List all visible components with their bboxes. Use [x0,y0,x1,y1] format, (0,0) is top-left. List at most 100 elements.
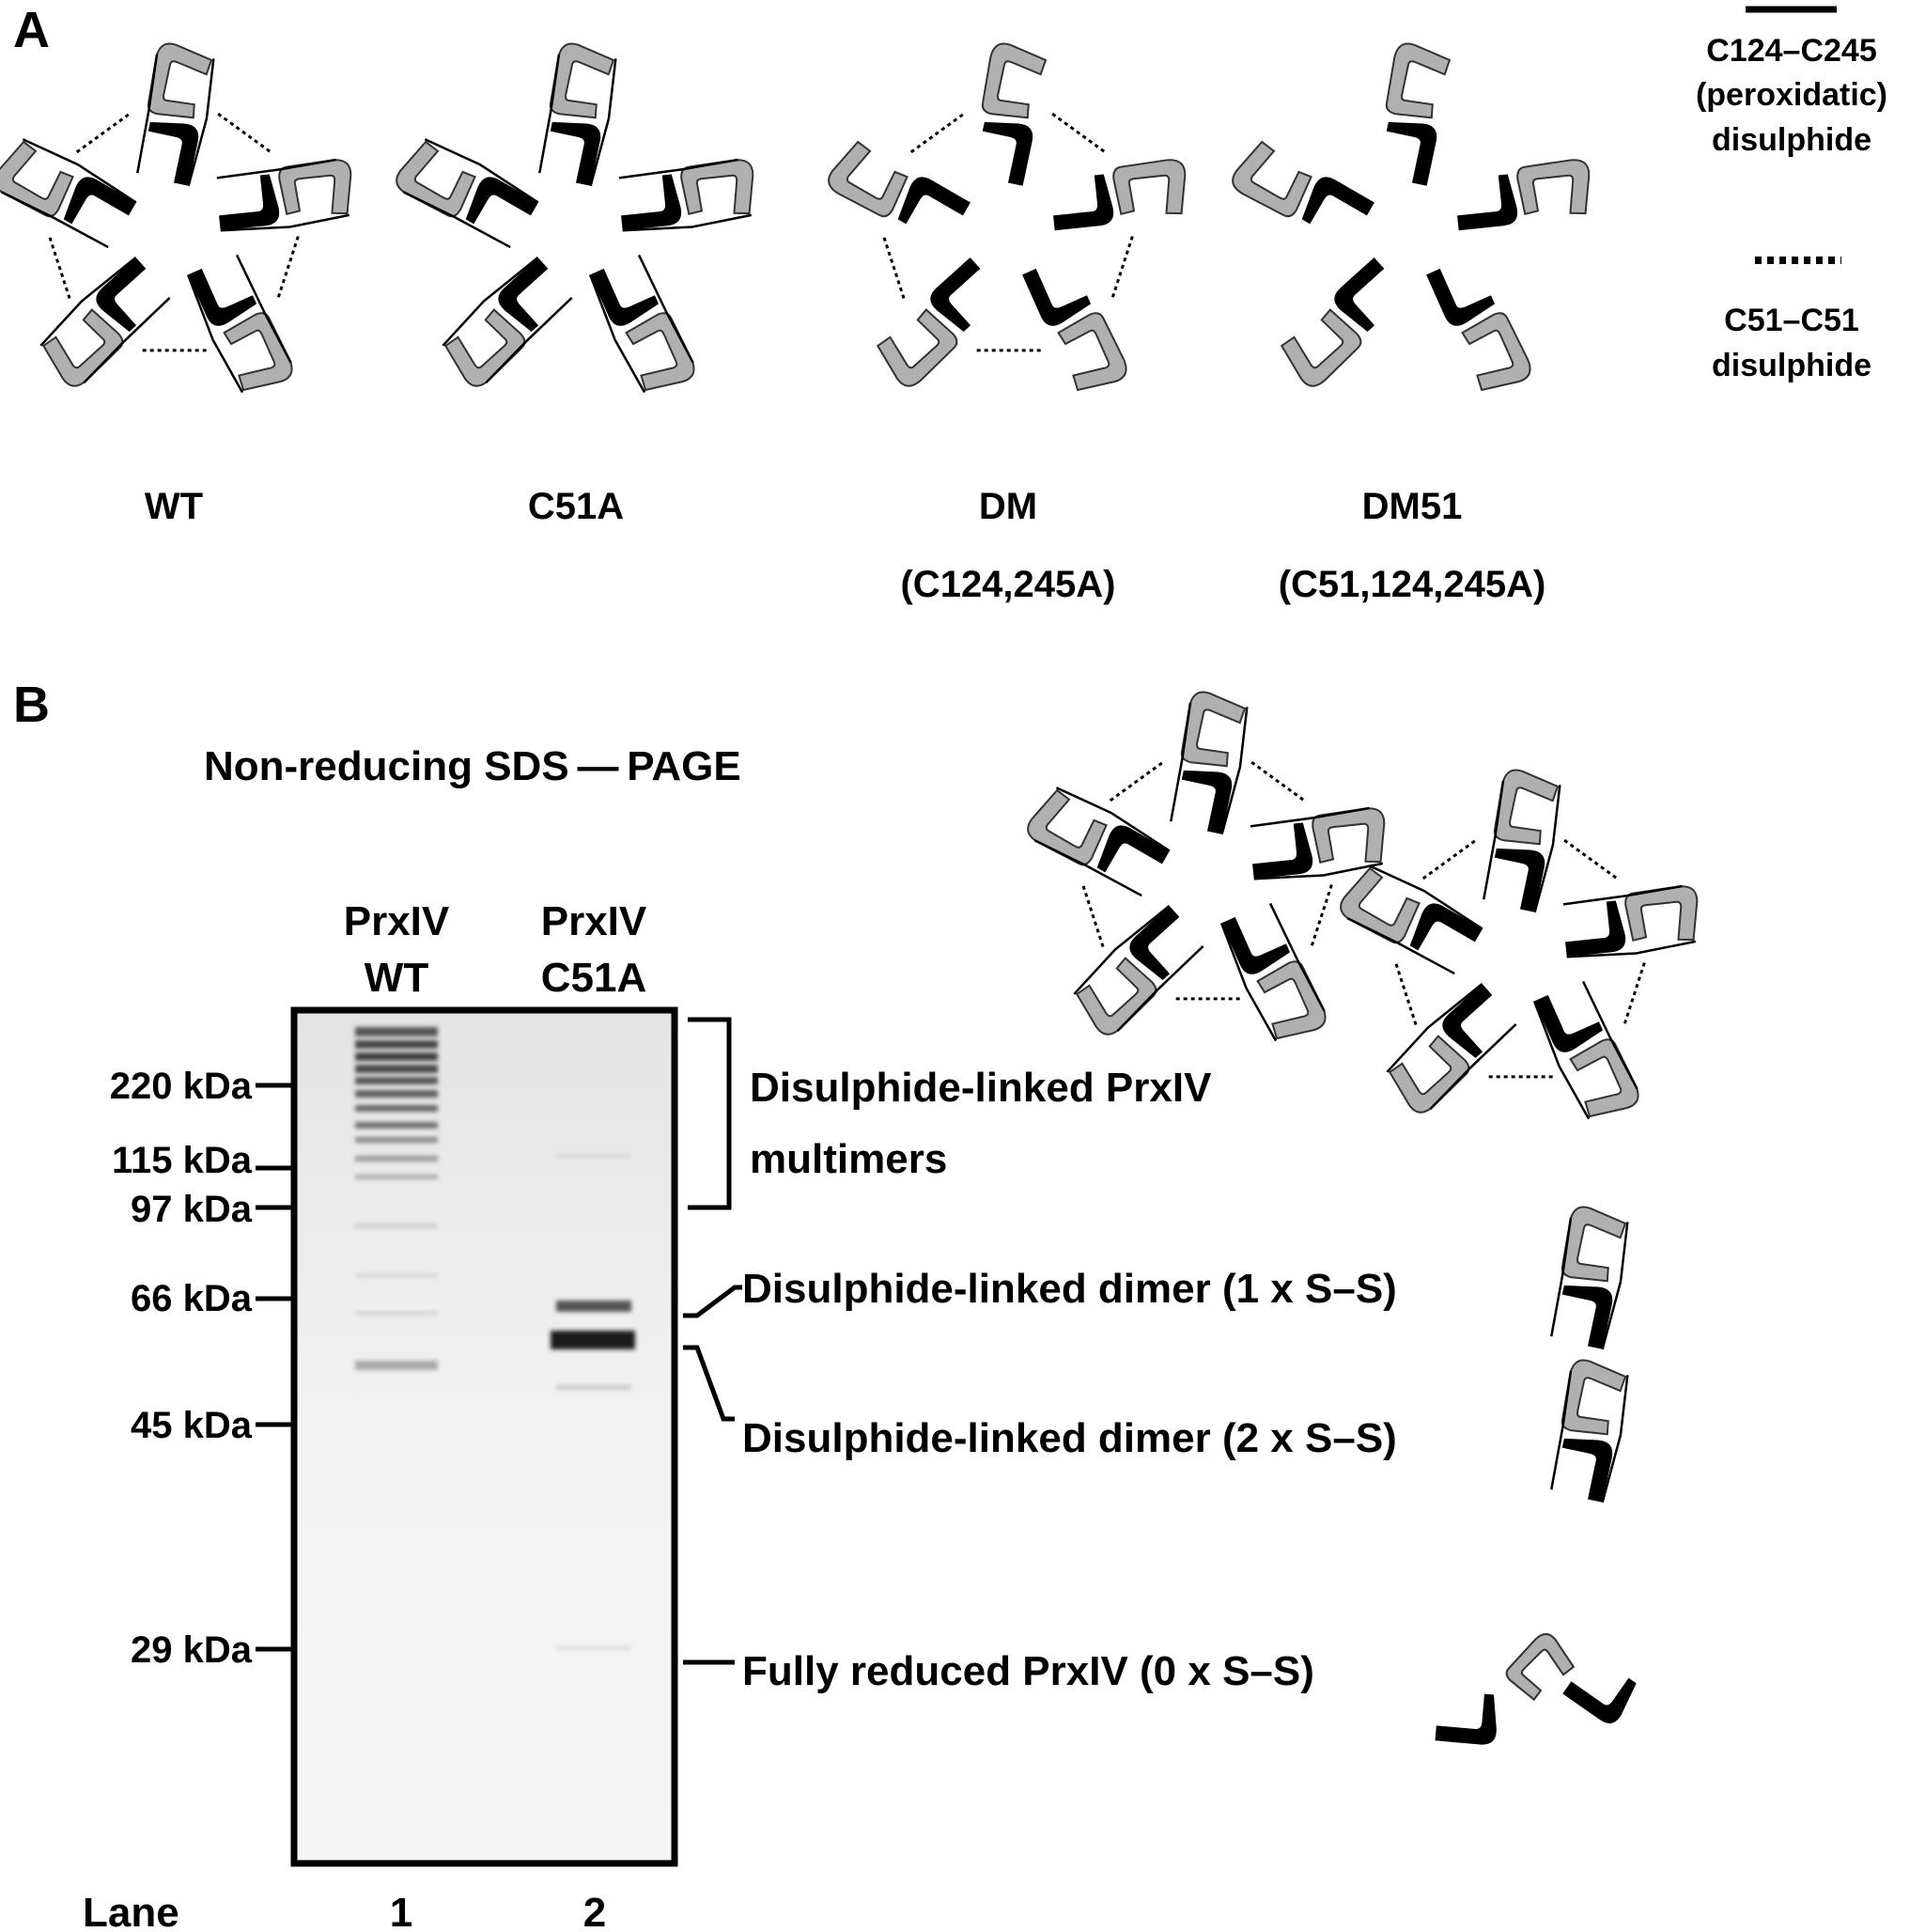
peroxidatic-disulphide [402,191,511,249]
c51-disulphide [909,112,965,154]
c51-disulphide [1394,962,1418,1025]
peroxidatic-disulphide [39,257,137,347]
dimer-unit [1219,902,1327,1042]
decamer-ring [1232,42,1591,392]
c51-disulphide [1623,962,1646,1025]
peroxidatic-disulphide [22,138,137,204]
lane-number-1: 1 [390,1890,412,1932]
panel-b-label: B [13,677,50,733]
band-lane1 [355,1090,438,1098]
peroxidatic-disulphide [1253,862,1384,880]
variant-name-c51a: C51A [528,486,624,527]
peroxidatic-disulphide [1220,707,1249,835]
peroxidatic-disulphide [1562,884,1683,906]
c51-disulphide [276,236,300,299]
black-subunit [1181,770,1233,834]
c51-disulphide [1081,884,1105,947]
band-lane2 [556,1154,631,1158]
grey-subunit [147,42,213,119]
peroxidatic-disulphide [1250,806,1370,828]
band-lane1 [355,1077,438,1084]
multimers-label-1: Disulphide-linked PrxIV [750,1065,1212,1111]
dimer1-label: Disulphide-linked dimer (1 x S–S) [742,1266,1397,1312]
black-subunit [1386,121,1437,186]
grey-subunit [1505,1632,1576,1702]
black-subunit [1334,257,1385,332]
peroxidatic-disulphide [1219,922,1278,1042]
grey-subunit [680,159,754,216]
dimer-unit [396,138,539,249]
band-lane1 [355,1065,438,1073]
grey-subunit [1561,1206,1627,1283]
lane-2-header-1: PrxIV [541,898,647,944]
band-lane1 [355,1137,438,1143]
black-subunit [96,257,147,332]
gel-background [294,1010,675,1863]
marker-29: 29 kDa [131,1629,253,1671]
black-subunit [1426,268,1496,326]
black-subunit [148,121,199,186]
black-subunit [1096,825,1170,873]
band-lane1 [355,1273,438,1278]
grey-subunit [1388,1035,1470,1114]
dimer-unit [1250,806,1386,880]
grey-subunit [1256,960,1327,1040]
marker-45: 45 kDa [131,1405,253,1446]
lane-number-2: 2 [583,1890,606,1932]
grey-subunit [1561,1359,1627,1436]
gel-title: Non-reducing SDS — PAGE [204,743,741,789]
grey-subunit [1385,42,1452,119]
black-subunit [930,257,981,332]
grey-subunit [981,42,1048,119]
peroxidatic-disulphide [1073,905,1171,995]
dimer-unit [1053,159,1187,231]
band-lane1 [355,1175,438,1179]
peroxidatic-disulphide [485,297,573,383]
c51-disulphide [1109,760,1164,802]
dimer2-connector [683,1345,735,1422]
grey-subunit [1569,1038,1639,1118]
grey-subunit [1112,159,1187,216]
black-subunit [550,121,601,186]
black-subunit [1053,174,1114,231]
grey-subunit [278,159,352,216]
peroxidatic-disulphide [1566,940,1697,958]
band-lane2 [556,1385,631,1390]
lane-2-header-2: C51A [541,955,647,1001]
peroxidatic-disulphide [1581,980,1638,1090]
black-subunit [1129,906,1180,980]
reduced-label: Fully reduced PrxIV (0 x S–S) [742,1648,1314,1694]
peroxidatic-disulphide [442,257,539,347]
marker-115: 115 kDa [112,1140,253,1181]
grey-subunit [0,140,74,218]
peroxidatic-disulphide [1601,1222,1629,1350]
peroxidatic-disulphide [588,273,646,394]
band-lane1 [355,1040,438,1049]
black-subunit [1561,1438,1613,1503]
band-lane1 [355,1052,438,1061]
peroxidatic-disulphide [187,58,215,187]
variant-name-dm51: DM51 [1362,486,1463,527]
grey-subunit [1232,140,1312,218]
dimer-unit [1550,1206,1629,1350]
grey-subunit [1075,957,1157,1036]
mw-markers: 220 kDa 115 kDa 97 kDa 66 kDa 45 kDa 29 … [110,1066,294,1671]
panel-a-label: A [13,2,50,58]
grey-subunit [1057,312,1127,392]
dimer-unit [442,257,573,387]
decamer-ring [828,42,1187,392]
band-lane1 [355,1027,438,1036]
dimer-unit [828,140,971,225]
dimer-unit [1426,268,1531,392]
peroxidatic-disulphide [1550,1370,1573,1490]
grey-subunit [1624,885,1699,943]
black-subunit [1457,174,1518,231]
peroxidatic-disulphide [538,54,561,174]
peroxidatic-disulphide [220,213,350,232]
marker-66: 66 kDa [131,1278,253,1319]
grey-subunit [443,308,526,387]
dimer-cartoons [1435,1206,1637,1745]
black-subunit [1252,822,1313,880]
dimer-unit [39,257,171,387]
